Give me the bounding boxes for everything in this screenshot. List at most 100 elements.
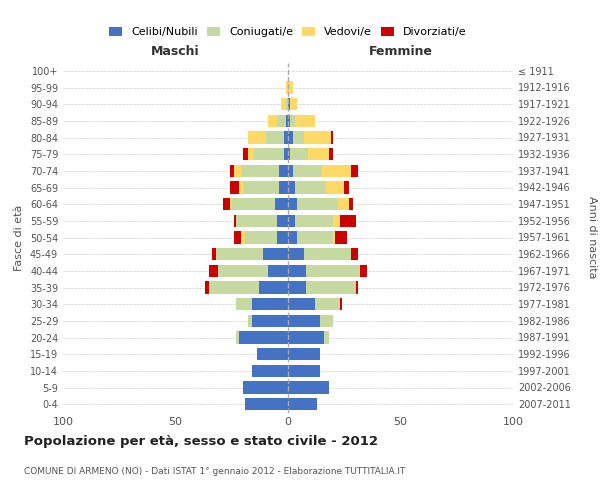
Bar: [257, 348, 288, 360]
Bar: [297, 198, 337, 210]
Bar: [288, 348, 320, 360]
Bar: [209, 264, 218, 277]
Bar: [212, 248, 216, 260]
Bar: [263, 248, 288, 260]
Bar: [329, 148, 333, 160]
Bar: [290, 148, 308, 160]
Bar: [275, 198, 288, 210]
Bar: [308, 148, 329, 160]
Y-axis label: Fasce di età: Fasce di età: [14, 204, 24, 270]
Bar: [288, 248, 304, 260]
Bar: [284, 131, 288, 144]
Bar: [340, 214, 355, 227]
Bar: [320, 314, 333, 327]
Bar: [265, 131, 284, 144]
Bar: [279, 164, 288, 177]
Bar: [268, 114, 277, 127]
Bar: [243, 181, 279, 194]
Bar: [315, 298, 340, 310]
Bar: [290, 98, 297, 110]
Bar: [245, 231, 277, 244]
Bar: [322, 164, 351, 177]
Bar: [349, 198, 353, 210]
Bar: [297, 231, 333, 244]
Bar: [306, 264, 360, 277]
Bar: [216, 248, 263, 260]
Bar: [286, 114, 288, 127]
Bar: [279, 181, 288, 194]
Bar: [288, 114, 290, 127]
Bar: [277, 214, 288, 227]
Bar: [288, 314, 320, 327]
Bar: [254, 148, 284, 160]
Bar: [333, 231, 335, 244]
Y-axis label: Anni di nascita: Anni di nascita: [587, 196, 598, 278]
Bar: [234, 231, 241, 244]
Bar: [286, 98, 288, 110]
Bar: [229, 198, 232, 210]
Bar: [293, 164, 322, 177]
Bar: [259, 281, 288, 293]
Bar: [223, 198, 229, 210]
Bar: [243, 148, 248, 160]
Bar: [288, 381, 329, 394]
Bar: [286, 81, 288, 94]
Bar: [344, 181, 349, 194]
Bar: [243, 381, 288, 394]
Bar: [295, 214, 333, 227]
Bar: [218, 264, 268, 277]
Bar: [236, 298, 252, 310]
Bar: [288, 98, 290, 110]
Bar: [248, 314, 252, 327]
Bar: [288, 331, 324, 344]
Bar: [268, 264, 288, 277]
Text: Maschi: Maschi: [151, 44, 200, 58]
Bar: [234, 214, 236, 227]
Bar: [304, 131, 331, 144]
Bar: [351, 164, 358, 177]
Bar: [288, 148, 290, 160]
Bar: [288, 364, 320, 377]
Bar: [241, 164, 279, 177]
Text: Femmine: Femmine: [368, 44, 433, 58]
Bar: [245, 398, 288, 410]
Bar: [288, 398, 317, 410]
Bar: [236, 331, 239, 344]
Bar: [324, 331, 329, 344]
Bar: [340, 298, 342, 310]
Bar: [295, 181, 326, 194]
Bar: [281, 98, 286, 110]
Bar: [326, 181, 344, 194]
Bar: [335, 231, 347, 244]
Bar: [304, 248, 351, 260]
Bar: [239, 181, 243, 194]
Bar: [252, 298, 288, 310]
Bar: [234, 164, 241, 177]
Bar: [288, 281, 306, 293]
Bar: [236, 214, 277, 227]
Bar: [288, 81, 293, 94]
Bar: [288, 298, 315, 310]
Bar: [295, 114, 315, 127]
Bar: [239, 331, 288, 344]
Bar: [288, 231, 297, 244]
Bar: [306, 281, 355, 293]
Bar: [252, 314, 288, 327]
Bar: [232, 198, 275, 210]
Bar: [288, 181, 295, 194]
Text: Popolazione per età, sesso e stato civile - 2012: Popolazione per età, sesso e stato civil…: [24, 435, 378, 448]
Bar: [288, 131, 293, 144]
Bar: [277, 231, 288, 244]
Bar: [209, 281, 259, 293]
Bar: [284, 148, 288, 160]
Bar: [288, 164, 293, 177]
Text: COMUNE DI ARMENO (NO) - Dati ISTAT 1° gennaio 2012 - Elaborazione TUTTITALIA.IT: COMUNE DI ARMENO (NO) - Dati ISTAT 1° ge…: [24, 468, 406, 476]
Bar: [248, 148, 254, 160]
Bar: [248, 131, 265, 144]
Bar: [290, 114, 295, 127]
Bar: [288, 198, 297, 210]
Bar: [229, 164, 234, 177]
Bar: [277, 114, 286, 127]
Bar: [293, 131, 304, 144]
Bar: [205, 281, 209, 293]
